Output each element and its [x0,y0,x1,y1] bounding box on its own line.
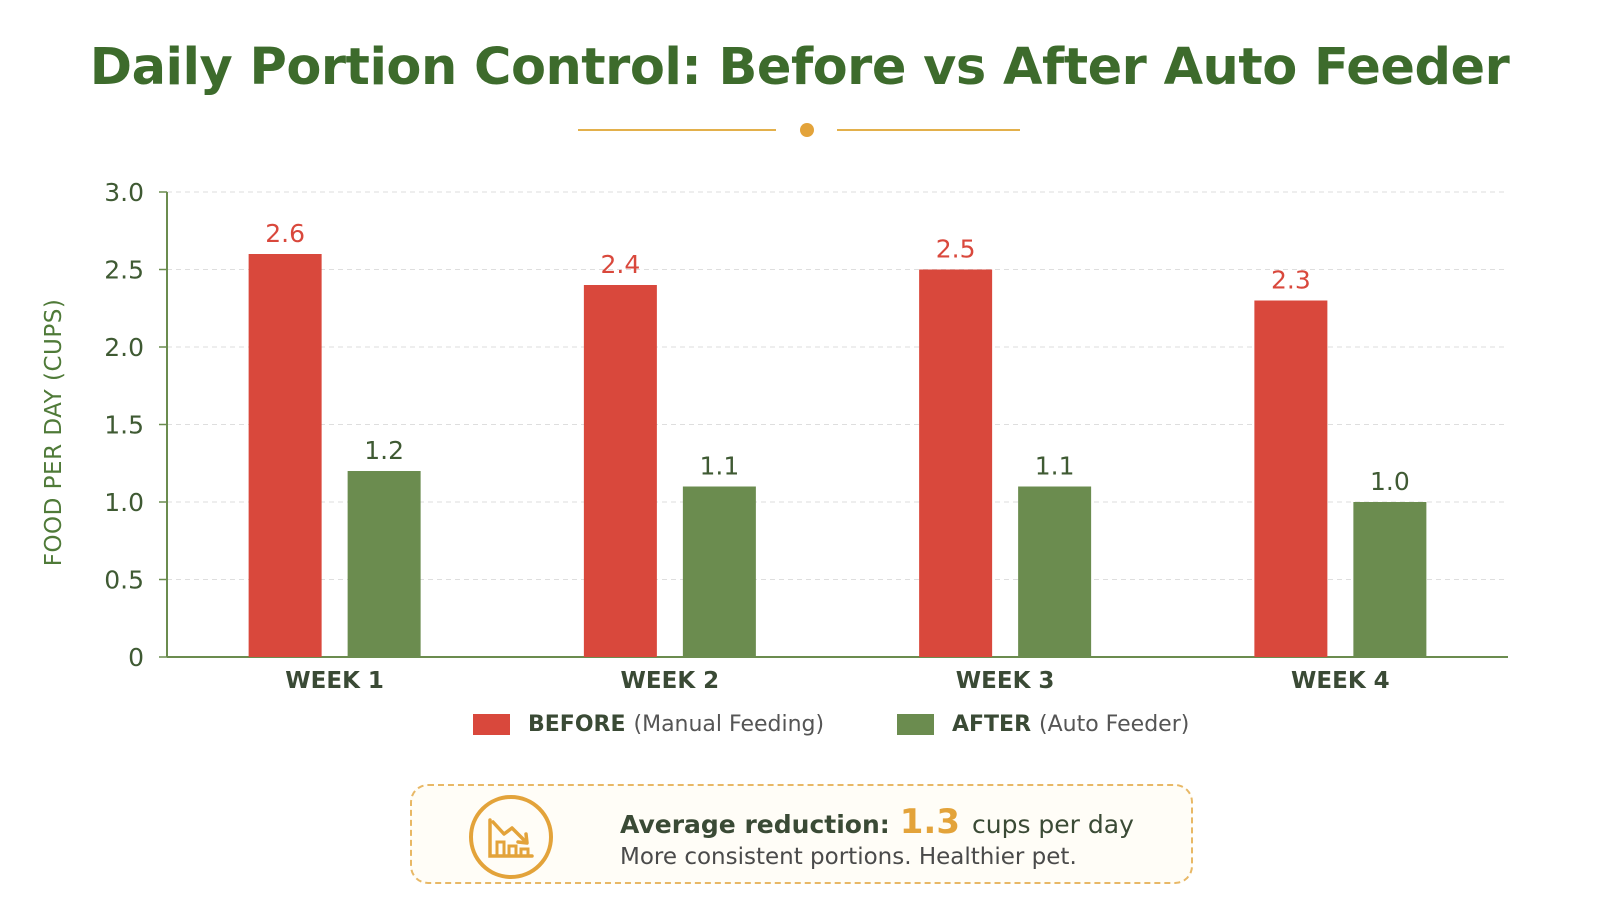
legend-desc-after: (Auto Feeder) [1039,712,1190,737]
callout-value: 1.3 [899,802,960,842]
y-tick-label: 0 [128,643,144,672]
value-label-before: 2.5 [936,235,976,264]
callout-subtext: More consistent portions. Healthier pet. [620,844,1077,870]
legend-label-after: AFTER [952,712,1032,737]
x-tick-label: WEEK 3 [956,668,1055,694]
value-label-before: 2.4 [600,250,640,279]
x-tick-label: WEEK 2 [621,668,720,694]
legend-item-after: AFTER (Auto Feeder) [897,712,1189,737]
legend-desc-before: (Manual Feeding) [633,712,825,737]
divider-line-left [578,129,776,131]
y-tick-label: 2.0 [104,333,144,362]
bar-after-3 [1018,486,1092,657]
callout-unit: cups per day [972,810,1134,839]
reduction-callout: Average reduction: 1.3 cups per day More c… [410,784,1193,884]
chart-title: Daily Portion Control: Before vs After A… [89,38,1510,97]
divider-line-right [837,129,1020,131]
bars [248,254,1427,657]
x-tick-label: WEEK 4 [1291,668,1390,694]
callout-label: Average reduction: [620,810,890,839]
value-label-after: 1.0 [1370,467,1410,496]
bar-before-1 [248,254,322,657]
labels: 0 0.5 1.0 1.5 2.0 2.5 3.0 FOOD PER DAY (CUPS) 2.… [41,178,1410,694]
legend-item-before: BEFORE (Manual Feeding) [473,712,824,737]
bar-before-4 [1254,300,1328,657]
value-label-after: 1.2 [364,436,404,465]
y-tick-label: 3.0 [104,178,144,207]
legend: BEFORE (Manual Feeding) AFTER (Auto Feed… [0,712,1599,746]
chart-decrease-icon [469,795,553,879]
bar-after-1 [347,471,421,657]
y-tick-label: 1.0 [104,488,144,517]
value-label-before: 2.3 [1271,266,1311,295]
divider-dot [800,123,814,137]
bar-after-4 [1353,502,1427,657]
legend-swatch-before [473,714,510,735]
legend-label-before: BEFORE [528,712,626,737]
y-tick-label: 0.5 [104,566,144,595]
legend-swatch-after [897,714,934,735]
callout-headline: Average reduction: 1.3 cups per day [620,802,1134,842]
value-label-after: 1.1 [699,452,739,481]
bar-before-2 [583,285,657,657]
bar-chart: 0 0.5 1.0 1.5 2.0 2.5 3.0 FOOD PER DAY (CUPS) 2.… [41,178,1508,694]
title-divider [0,120,1599,140]
x-tick-label: WEEK 1 [285,668,384,694]
y-axis-title: FOOD PER DAY (CUPS) [41,299,67,567]
y-tick-label: 1.5 [104,411,144,440]
bar-after-2 [682,486,756,657]
y-tick-label: 2.5 [104,256,144,285]
value-label-before: 2.6 [265,219,305,248]
value-label-after: 1.1 [1035,452,1075,481]
bar-before-3 [919,269,993,657]
